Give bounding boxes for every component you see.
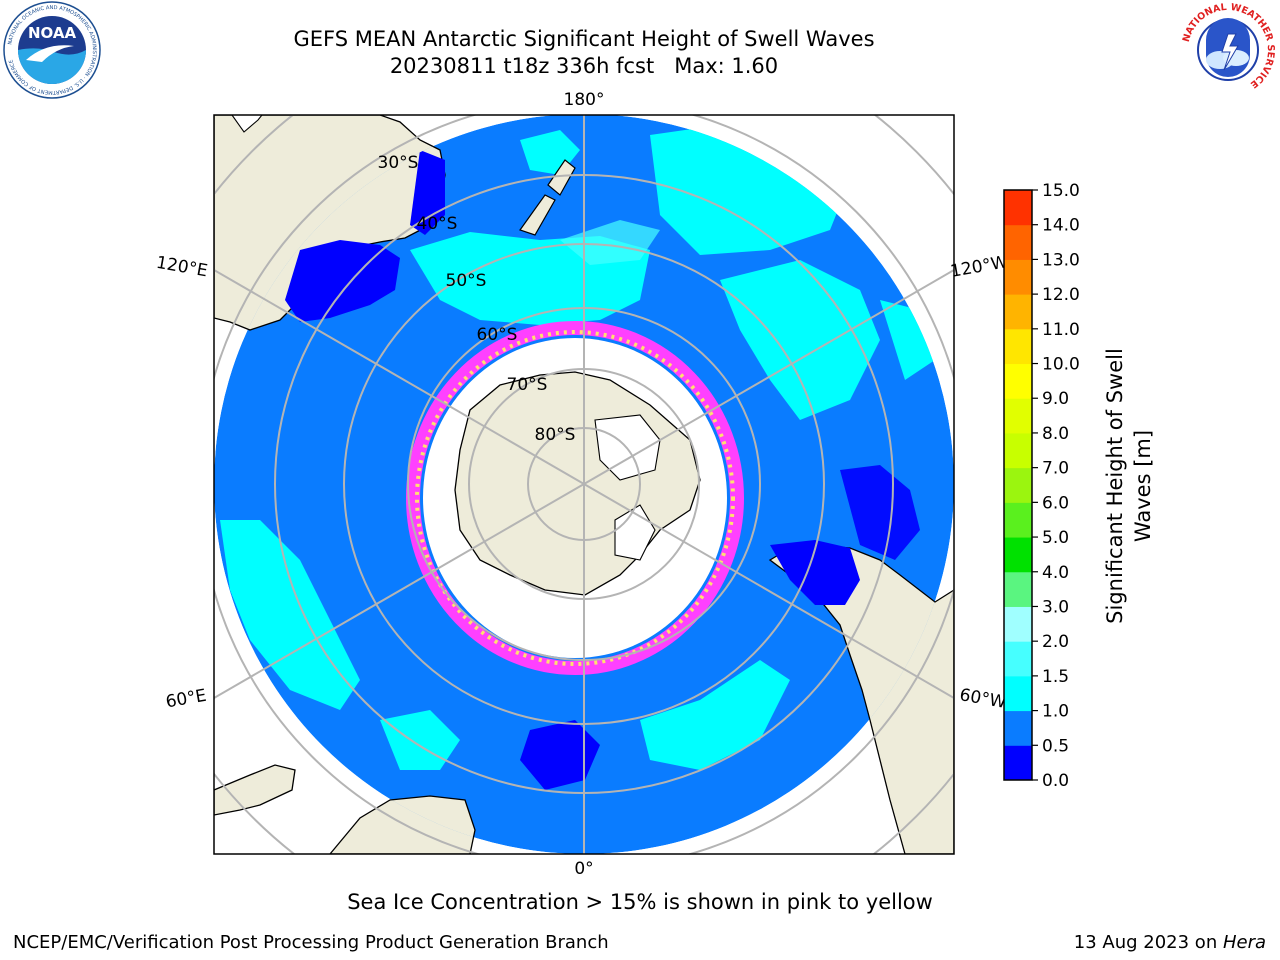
colorbar-tick-label: 5.0 xyxy=(1042,528,1069,548)
noaa-logo-text: NOAA xyxy=(28,24,77,42)
lat-label-60s: 60°S xyxy=(477,325,518,345)
colorbar-bin-3 xyxy=(1004,641,1032,677)
colorbar-tick-label: 14.0 xyxy=(1042,216,1080,236)
colorbar-tick-label: 9.0 xyxy=(1042,389,1069,409)
lat-label-40s: 40°S xyxy=(417,214,458,234)
colorbar-tick-label: 10.0 xyxy=(1042,355,1080,375)
footer-credit: NCEP/EMC/Verification Post Processing Pr… xyxy=(13,932,609,953)
footer-date: 13 Aug 2023 on Hera xyxy=(1074,932,1266,953)
footer-host: Hera xyxy=(1222,932,1266,953)
colorbar-label-line-2: Waves [m] xyxy=(1131,430,1155,542)
colorbar-bin-14 xyxy=(1004,259,1032,295)
colorbar-bin-4 xyxy=(1004,606,1032,642)
colorbar-bin-15 xyxy=(1004,224,1032,260)
footer-date-text: 13 Aug 2023 on xyxy=(1073,932,1223,953)
colorbar-tick-label: 0.5 xyxy=(1042,736,1069,756)
colorbar-bin-16 xyxy=(1004,190,1032,226)
noaa-logo: NATIONAL OCEANIC AND ATMOSPHERIC ADMINIS… xyxy=(2,0,102,100)
colorbar-tick-label: 13.0 xyxy=(1042,250,1080,270)
colorbar-bin-10 xyxy=(1004,398,1032,434)
colorbar-bin-0 xyxy=(1004,745,1032,781)
colorbar-bin-1 xyxy=(1004,710,1032,746)
lat-label-50s: 50°S xyxy=(446,271,487,291)
colorbar-tick-label: 0.0 xyxy=(1042,771,1069,791)
colorbar-tick-label: 11.0 xyxy=(1042,320,1080,340)
lat-label-30s: 30°S xyxy=(378,153,419,173)
colorbar-bin-11 xyxy=(1004,363,1032,399)
colorbar: 0.0 0.5 1.0 1.5 2.0 3.0 4.0 5.0 6.0 7.0 8.0 9.0 10.0… xyxy=(1003,181,1080,791)
chart-title: GEFS MEAN Antarctic Significant Height o… xyxy=(264,26,904,80)
colorbar-border xyxy=(1003,189,1033,781)
colorbar-tick-label: 1.5 xyxy=(1042,667,1069,687)
colorbar-bin-6 xyxy=(1004,537,1032,573)
colorbar-bin-12 xyxy=(1004,328,1032,365)
colorbar-bin-7 xyxy=(1004,502,1032,538)
colorbar-bin-9 xyxy=(1004,432,1032,469)
lon-label-120e: 120°E xyxy=(155,253,209,282)
colorbar-title: Significant Height of Swell Waves [m] xyxy=(1102,333,1162,638)
colorbar-tick-label: 6.0 xyxy=(1042,493,1069,513)
lon-label-60e: 60°E xyxy=(164,686,208,713)
colorbar-bin-2 xyxy=(1004,675,1032,712)
title-line-2: 20230811 t18z 336h fcst Max: 1.60 xyxy=(389,54,779,78)
lon-label-180: 180° xyxy=(564,90,605,110)
colorbar-tick-label: 2.0 xyxy=(1042,632,1069,652)
nws-logo: NATIONAL WEATHER SERVICE xyxy=(1178,0,1278,100)
lon-label-60w: 60°W xyxy=(958,685,1008,713)
colorbar-tick-label: 1.0 xyxy=(1042,702,1069,722)
colorbar-tick-label: 8.0 xyxy=(1042,424,1069,444)
lon-label-0: 0° xyxy=(574,859,593,879)
title-line-1: GEFS MEAN Antarctic Significant Height o… xyxy=(293,27,875,51)
colorbar-bin-5 xyxy=(1004,571,1032,607)
polar-map: 180° 120°E 120°W 60°E 60°W 0° 30°S 40°S … xyxy=(155,90,1080,879)
colorbar-tick-label: 3.0 xyxy=(1042,597,1069,617)
colorbar-bin-8 xyxy=(1004,467,1032,503)
colorbar-tick-label: 12.0 xyxy=(1042,285,1080,305)
sea-ice-note: Sea Ice Concentration > 15% is shown in … xyxy=(347,890,933,914)
lat-label-70s: 70°S xyxy=(507,375,548,395)
graticule xyxy=(214,115,954,854)
colorbar-label-line-1: Significant Height of Swell xyxy=(1103,348,1127,624)
colorbar-tick-label: 15.0 xyxy=(1042,181,1080,201)
lon-label-120w: 120°W xyxy=(949,252,1010,282)
colorbar-bin-13 xyxy=(1004,294,1032,330)
colorbar-tick-label: 7.0 xyxy=(1042,459,1069,479)
lat-label-80s: 80°S xyxy=(535,425,576,445)
colorbar-tick-label: 4.0 xyxy=(1042,563,1069,583)
